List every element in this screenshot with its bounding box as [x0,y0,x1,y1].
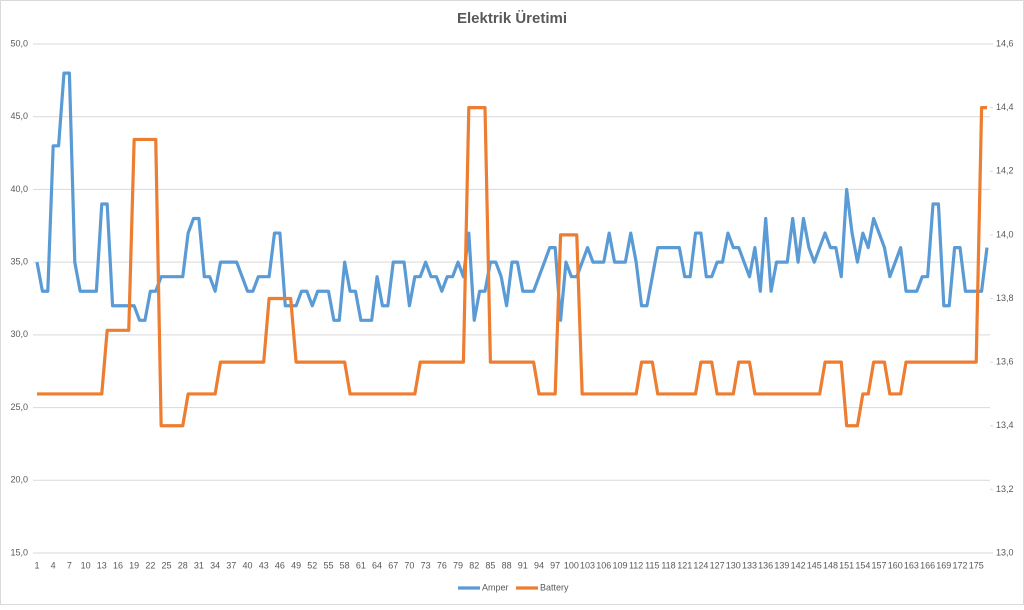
x-tick-label: 157 [872,560,887,570]
x-tick-label: 58 [340,560,350,570]
y-tick-label: 45,0 [10,111,28,121]
x-tick-label: 142 [791,560,806,570]
x-tick-label: 37 [226,560,236,570]
x-tick-label: 91 [518,560,528,570]
series-line [37,106,987,428]
x-tick-label: 109 [612,560,627,570]
x-tick-label: 118 [661,560,675,570]
x-tick-label: 52 [307,560,317,570]
y2-tick-label: 14,2 [996,166,1014,176]
x-tick-label: 76 [437,560,447,570]
x-tick-label: 127 [710,560,725,570]
x-tick-label: 64 [372,560,382,570]
legend-label: Battery [540,582,569,592]
x-tick-label: 112 [629,560,643,570]
x-tick-label: 154 [855,560,870,570]
x-tick-label: 151 [839,560,854,570]
y-tick-label: 50,0 [10,38,28,48]
x-tick-label: 4 [51,560,56,570]
x-tick-label: 163 [904,560,919,570]
x-tick-label: 1 [34,560,39,570]
x-tick-label: 115 [645,560,659,570]
x-tick-label: 46 [275,560,285,570]
x-tick-label: 100 [564,560,579,570]
y2-tick-label: 13,2 [996,484,1014,494]
x-tick-label: 34 [210,560,220,570]
x-tick-label: 148 [823,560,838,570]
y2-tick-label: 14,4 [996,102,1014,112]
x-tick-label: 40 [243,560,253,570]
y-tick-label: 15,0 [10,547,28,557]
y2-tick-label: 14,6 [996,38,1014,48]
y-tick-label: 20,0 [10,475,28,485]
x-tick-label: 10 [81,560,91,570]
x-tick-label: 31 [194,560,204,570]
y2-tick-label: 13,6 [996,357,1014,367]
y-tick-label: 25,0 [10,402,28,412]
x-tick-label: 85 [485,560,495,570]
x-tick-label: 169 [936,560,951,570]
x-tick-label: 88 [502,560,512,570]
x-tick-label: 130 [726,560,741,570]
x-tick-label: 49 [291,560,301,570]
x-tick-label: 25 [162,560,172,570]
x-tick-label: 94 [534,560,544,570]
x-tick-label: 121 [677,560,692,570]
x-tick-label: 22 [145,560,155,570]
y2-tick-label: 13,4 [996,420,1014,430]
x-tick-label: 55 [323,560,333,570]
chart-title: Elektrik Üretimi [457,10,567,27]
x-tick-label: 19 [129,560,139,570]
x-tick-label: 79 [453,560,463,570]
y-tick-label: 40,0 [10,184,28,194]
x-tick-label: 145 [807,560,822,570]
x-tick-label: 97 [550,560,560,570]
x-tick-label: 16 [113,560,123,570]
y-tick-label: 30,0 [10,329,28,339]
y2-tick-label: 13,8 [996,293,1014,303]
x-tick-label: 43 [259,560,269,570]
x-tick-label: 82 [469,560,479,570]
x-tick-label: 106 [596,560,611,570]
x-tick-label: 61 [356,560,366,570]
x-tick-label: 166 [920,560,935,570]
x-tick-label: 67 [388,560,398,570]
y2-tick-label: 13,0 [996,547,1014,557]
x-tick-label: 70 [404,560,414,570]
x-tick-label: 133 [742,560,757,570]
legend-label: Amper [482,582,509,592]
y-tick-label: 35,0 [10,257,28,267]
x-tick-label: 13 [97,560,107,570]
x-tick-label: 136 [758,560,773,570]
x-tick-label: 73 [421,560,431,570]
x-tick-label: 160 [888,560,903,570]
x-tick-label: 139 [774,560,789,570]
x-tick-label: 7 [67,560,72,570]
x-tick-label: 172 [952,560,967,570]
y2-tick-label: 14,0 [996,229,1014,239]
x-tick-label: 124 [693,560,708,570]
x-tick-label: 103 [580,560,595,570]
x-tick-label: 175 [969,560,984,570]
x-tick-label: 28 [178,560,188,570]
series-line [35,71,989,322]
